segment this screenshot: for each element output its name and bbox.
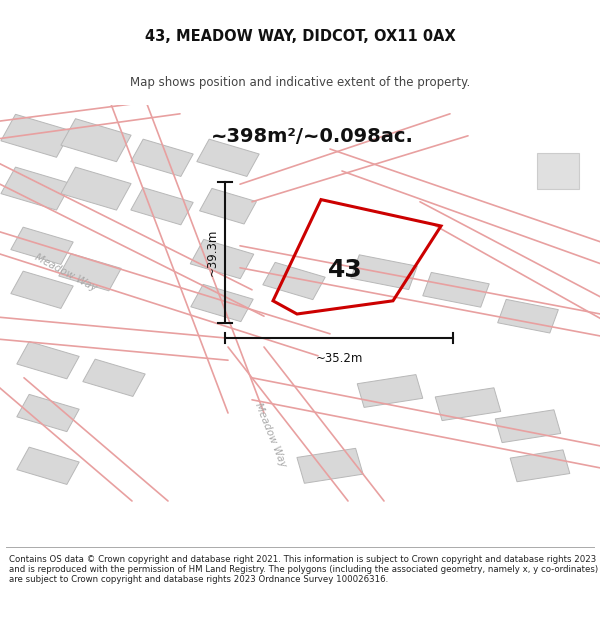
Polygon shape <box>1 167 71 210</box>
Polygon shape <box>435 388 501 421</box>
Text: Map shows position and indicative extent of the property.: Map shows position and indicative extent… <box>130 76 470 89</box>
Text: 43, MEADOW WAY, DIDCOT, OX11 0AX: 43, MEADOW WAY, DIDCOT, OX11 0AX <box>145 29 455 44</box>
Polygon shape <box>17 394 79 432</box>
Text: ~398m²/~0.098ac.: ~398m²/~0.098ac. <box>211 127 413 146</box>
Polygon shape <box>1 114 71 158</box>
Polygon shape <box>59 254 121 291</box>
Polygon shape <box>497 299 559 333</box>
Polygon shape <box>61 167 131 210</box>
Polygon shape <box>351 255 417 289</box>
Polygon shape <box>297 448 363 483</box>
Polygon shape <box>11 227 73 264</box>
Polygon shape <box>200 188 256 224</box>
Text: ~39.3m: ~39.3m <box>205 229 218 276</box>
Polygon shape <box>131 188 193 225</box>
Text: Meadow Way: Meadow Way <box>34 252 98 292</box>
Polygon shape <box>17 447 79 484</box>
Polygon shape <box>510 450 570 482</box>
Polygon shape <box>263 262 325 299</box>
Text: Contains OS data © Crown copyright and database right 2021. This information is : Contains OS data © Crown copyright and d… <box>9 554 598 584</box>
Polygon shape <box>61 119 131 162</box>
Polygon shape <box>537 153 579 189</box>
Polygon shape <box>197 139 259 176</box>
Text: ~35.2m: ~35.2m <box>316 352 362 365</box>
Polygon shape <box>495 410 561 442</box>
Polygon shape <box>11 271 73 308</box>
Polygon shape <box>83 359 145 396</box>
Polygon shape <box>191 284 253 322</box>
Polygon shape <box>190 239 254 279</box>
Polygon shape <box>423 272 489 307</box>
Polygon shape <box>357 374 423 408</box>
Text: Meadow Way: Meadow Way <box>253 401 287 469</box>
Polygon shape <box>17 342 79 379</box>
Text: 43: 43 <box>328 258 362 282</box>
Polygon shape <box>131 139 193 176</box>
